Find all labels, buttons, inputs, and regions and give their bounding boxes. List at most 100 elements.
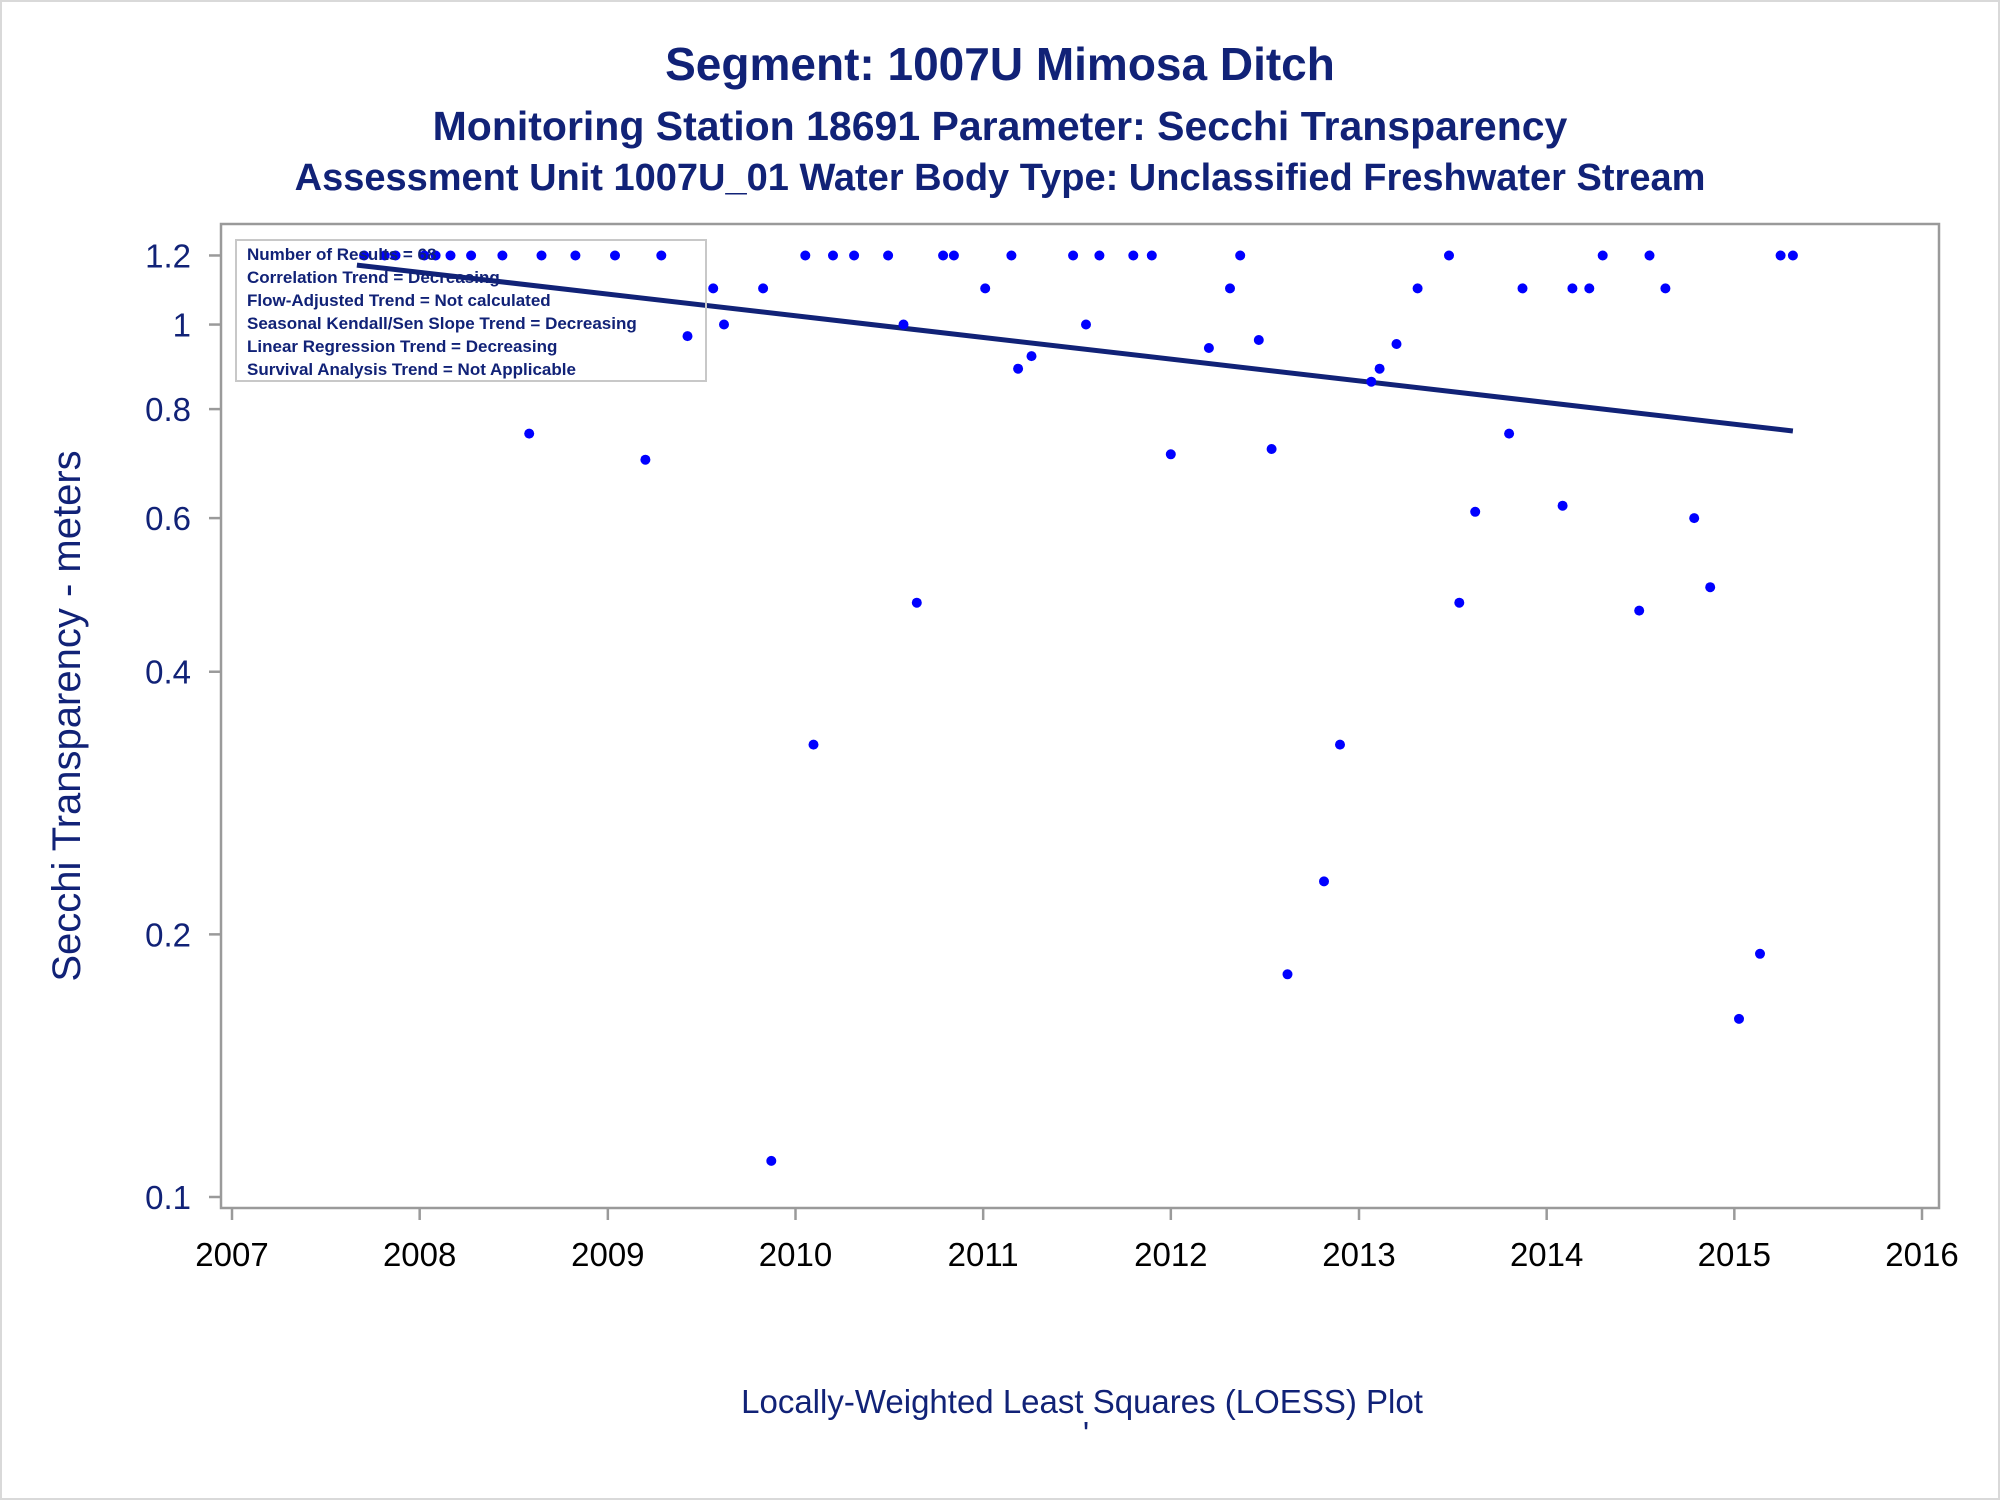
data-point	[938, 250, 949, 261]
plot-area	[219, 222, 1941, 1210]
data-point	[828, 250, 838, 261]
y-axis-label: Secchi Transparency - meters	[45, 450, 89, 981]
y-tick-label: 1.2	[145, 237, 191, 274]
data-point	[466, 250, 477, 261]
x-tick-label: 2008	[383, 1236, 456, 1273]
data-point	[911, 597, 922, 608]
data-point	[682, 331, 693, 342]
data-point	[359, 250, 370, 261]
data-point	[719, 319, 729, 330]
data-point	[1026, 351, 1037, 362]
data-point	[1282, 969, 1293, 980]
data-point	[1006, 250, 1017, 261]
data-point	[1775, 250, 1786, 261]
data-point	[1068, 250, 1079, 261]
data-point	[980, 283, 991, 294]
chart-subtitle-2: Assessment Unit 1007U_01 Water Body Type…	[295, 157, 1706, 199]
legend-entry: Number of Results = 68	[247, 245, 436, 264]
data-point	[1597, 250, 1608, 261]
data-point	[1705, 582, 1716, 593]
data-point	[1235, 250, 1246, 261]
data-point	[1584, 283, 1595, 294]
data-point	[390, 250, 401, 261]
data-point	[883, 250, 894, 261]
data-point	[1253, 335, 1264, 345]
data-point	[1391, 339, 1402, 349]
legend-border	[235, 239, 707, 382]
y-tick-label: 0.1	[145, 1179, 191, 1216]
data-point	[708, 283, 719, 294]
data-point	[1146, 250, 1157, 261]
loess-trend-line	[356, 262, 1794, 434]
data-point	[898, 319, 909, 330]
data-point	[808, 739, 819, 750]
data-point	[1444, 250, 1454, 261]
data-point	[1567, 283, 1578, 294]
legend-entry: Linear Regression Trend = Decreasing	[247, 337, 557, 356]
series-layer	[356, 250, 1798, 1166]
chart-title: Segment: 1007U Mimosa Ditch	[665, 38, 1335, 90]
data-point	[1634, 605, 1645, 616]
data-point	[570, 250, 581, 261]
y-tick-label: 0.2	[145, 916, 191, 953]
data-point	[1454, 597, 1465, 608]
data-point	[1081, 319, 1091, 330]
y-tick-label: 0.4	[145, 654, 191, 691]
data-point	[1225, 283, 1235, 294]
y-tick-label: 0.8	[145, 391, 191, 428]
data-point	[766, 1155, 777, 1166]
data-point	[419, 250, 430, 261]
data-point	[1128, 250, 1139, 261]
legend-entry: Survival Analysis Trend = Not Applicable	[247, 360, 576, 379]
data-point	[1319, 876, 1329, 887]
data-point	[1366, 376, 1377, 387]
data-point	[1689, 513, 1700, 524]
data-point	[1374, 363, 1385, 374]
x-axis: 2007 2008 2009 2010 2011 2012 2013 2014 2015 2016	[195, 1208, 1959, 1273]
data-point	[758, 283, 769, 294]
x-tick-label: 2013	[1322, 1236, 1395, 1273]
data-point	[1412, 283, 1423, 294]
data-point	[445, 250, 456, 261]
data-point	[800, 250, 811, 261]
data-point	[1094, 250, 1105, 261]
data-point	[1755, 948, 1765, 959]
data-point	[1013, 363, 1024, 374]
data-point	[1517, 283, 1528, 294]
data-point	[640, 454, 651, 465]
data-point	[656, 250, 667, 261]
data-point	[1787, 250, 1798, 261]
data-point	[430, 250, 441, 261]
data-point	[536, 250, 547, 261]
footnote-mark: '	[1083, 1415, 1089, 1452]
data-point	[1165, 449, 1176, 460]
y-tick-label: 0.6	[145, 500, 191, 537]
x-tick-label: 2015	[1698, 1236, 1771, 1273]
legend-entry: Correlation Trend = Decreasing	[247, 268, 500, 287]
data-point	[524, 428, 535, 439]
data-point	[1644, 250, 1655, 261]
chart-footnote: Locally-Weighted Least Squares (LOESS) P…	[741, 1383, 1423, 1420]
data-point	[849, 250, 860, 261]
y-axis: 0.1 0.2 0.4 0.6 0.8 1 1.2	[145, 237, 221, 1216]
x-tick-label: 2012	[1134, 1236, 1207, 1273]
data-point	[1734, 1013, 1744, 1024]
data-point	[1470, 506, 1481, 517]
x-tick-label: 2010	[759, 1236, 832, 1273]
legend-lines: Number of Results = 68 Correlation Trend …	[247, 245, 637, 379]
x-tick-label: 2016	[1885, 1236, 1958, 1273]
data-point	[1335, 739, 1345, 750]
legend-entry: Seasonal Kendall/Sen Slope Trend = Decre…	[247, 314, 637, 333]
data-point	[379, 250, 390, 261]
chart-subtitle: Monitoring Station 18691 Parameter: Secc…	[433, 103, 1568, 149]
data-point	[1504, 428, 1515, 439]
legend-entry: Flow-Adjusted Trend = Not calculated	[247, 291, 551, 310]
x-tick-label: 2009	[571, 1236, 644, 1273]
data-point	[1266, 444, 1277, 454]
y-tick-label: 1	[173, 307, 191, 344]
data-point	[1203, 343, 1214, 353]
data-point	[497, 250, 508, 261]
data-point	[948, 250, 959, 261]
